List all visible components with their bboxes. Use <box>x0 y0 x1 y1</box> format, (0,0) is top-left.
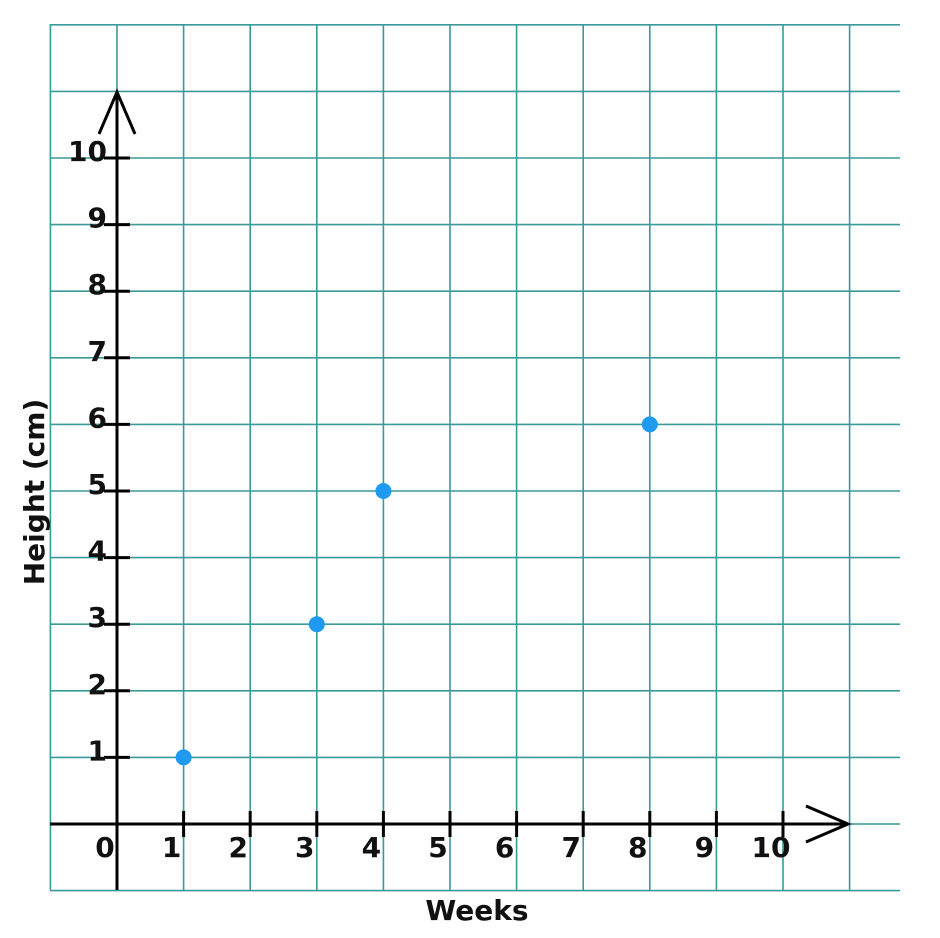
y-tick-label: 10 <box>68 135 107 168</box>
y-tick-label: 7 <box>88 335 107 368</box>
y-axis-arrowhead <box>97 88 137 135</box>
grid <box>49 23 900 892</box>
y-tick-label: 4 <box>88 535 107 568</box>
data-point <box>175 749 192 766</box>
x-tick-label: 0 <box>95 831 114 864</box>
x-tick-label: 2 <box>228 831 247 864</box>
data-point <box>375 483 392 499</box>
y-tick-label: 2 <box>88 668 107 701</box>
y-axis-title: Height (cm) <box>18 399 51 586</box>
x-tick-label: 9 <box>695 831 714 864</box>
y-tick-label: 8 <box>88 268 107 301</box>
x-tick-label: 1 <box>162 831 181 864</box>
x-tick-label: 3 <box>295 831 314 864</box>
data-point <box>641 416 658 433</box>
y-tick-label: 3 <box>88 601 107 634</box>
x-tick-label: 5 <box>428 831 447 864</box>
x-tick-label: 8 <box>628 831 647 864</box>
y-tick-label: 1 <box>88 734 107 767</box>
data-points <box>175 416 658 766</box>
x-axis-title: Weeks <box>425 894 528 927</box>
y-tick-label: 5 <box>88 468 107 501</box>
x-tick-label: 7 <box>561 831 580 864</box>
data-point <box>308 616 325 633</box>
y-tick-label: 9 <box>88 202 107 235</box>
x-axis-arrowhead <box>805 804 852 844</box>
x-tick-label: 4 <box>362 831 381 864</box>
x-tick-label: 6 <box>495 831 514 864</box>
y-tick-label: 6 <box>88 401 107 434</box>
ticks: 0 1 2 3 4 5 6 7 8 9 10 1 2 3 4 5 6 7 8 9 10 <box>68 135 790 864</box>
x-tick-label: 10 <box>752 831 791 864</box>
